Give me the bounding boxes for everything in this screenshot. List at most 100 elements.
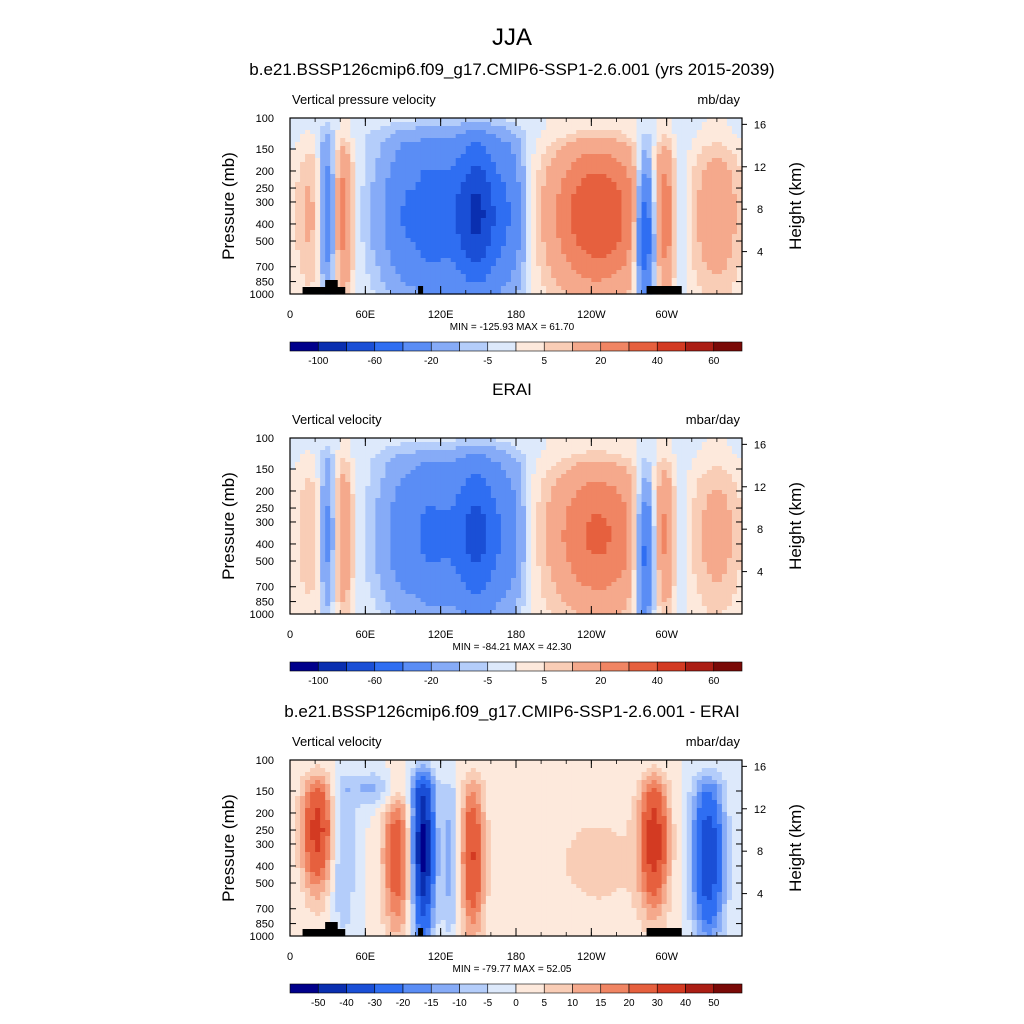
field-cell [340,246,346,251]
field-cell [636,162,643,167]
field-cell [636,186,643,191]
field-cell [571,474,577,479]
field-cell [601,266,607,271]
field-cell [531,274,537,279]
field-cell [711,282,718,287]
field-cell [516,474,522,479]
field-cell [510,470,517,475]
field-cell [415,194,422,199]
field-cell [701,286,708,291]
field-cell [360,270,366,275]
field-cell [516,142,522,147]
field-cell [440,222,447,227]
field-cell [340,150,346,155]
colorbar-swatch [289,341,319,352]
field-cell [656,150,663,155]
field-cell [365,214,371,219]
field-cell [661,190,668,195]
field-cell [611,210,618,215]
field-cell [726,466,733,471]
field-cell [611,250,618,255]
field-cell [330,454,336,459]
field-cell [460,246,467,251]
field-cell [536,214,542,219]
field-cell [596,206,602,211]
field-cell [365,146,371,151]
field-cell [315,126,321,131]
field-cell [410,146,417,151]
field-cell [641,182,648,187]
field-cell [701,174,708,179]
field-cell [681,198,688,203]
field-cell [556,138,562,143]
field-cell [606,466,613,471]
field-cell [711,150,718,155]
field-cell [671,458,678,463]
field-cell [671,242,678,247]
field-cell [440,122,447,127]
field-cell [646,158,653,163]
field-cell [601,162,607,167]
field-cell [300,210,306,215]
field-cell [300,174,306,179]
field-cell [536,198,542,203]
field-cell [375,242,381,247]
field-cell [385,186,392,191]
field-cell [465,158,472,163]
field-cell [671,470,678,475]
field-cell [676,226,683,231]
field-cell [465,246,472,251]
field-cell [360,474,366,479]
field-cell [475,230,482,235]
field-cell [541,218,547,223]
field-cell [445,194,452,199]
field-cell [375,286,381,291]
field-cell [531,202,537,207]
field-cell [531,262,537,267]
field-cell [551,170,557,175]
field-cell [455,130,462,135]
field-cell [430,150,437,155]
field-cell [606,138,613,143]
field-cell [490,278,497,283]
field-cell [521,198,527,203]
field-cell [405,142,412,147]
field-cell [445,166,452,171]
field-cell [330,462,336,467]
field-cell [531,154,537,159]
field-cell [380,214,387,219]
field-cell [500,194,507,199]
field-cell [415,230,422,235]
field-cell [395,238,402,243]
field-cell [641,274,648,279]
field-cell [581,170,587,175]
field-cell [335,270,341,275]
field-cell [661,210,668,215]
field-cell [681,266,688,271]
field-cell [611,474,618,479]
field-cell [425,262,432,267]
field-cell [606,442,613,447]
field-cell [581,150,587,155]
field-cell [310,122,316,127]
field-cell [345,190,351,195]
field-cell [370,214,376,219]
field-cell [305,198,311,203]
field-cell [340,466,346,471]
field-cell [455,258,462,263]
field-cell [521,242,527,247]
field-cell [661,258,668,263]
field-cell [656,262,663,267]
field-cell [716,442,723,447]
field-cell [370,134,376,139]
field-cell [335,450,341,455]
field-cell [380,166,387,171]
field-cell [380,290,387,295]
field-cell [500,266,507,271]
field-cell [490,438,497,443]
field-cell [606,242,613,247]
field-cell [495,470,502,475]
field-cell [305,178,311,183]
field-cell [395,462,402,467]
field-cell [551,454,557,459]
